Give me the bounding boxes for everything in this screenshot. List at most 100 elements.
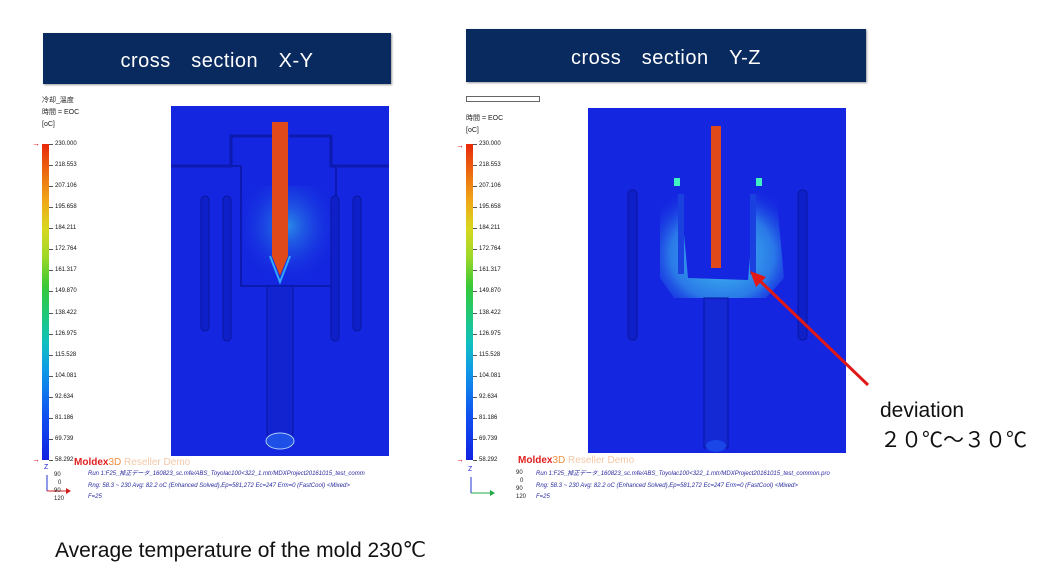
legend-tickmark-right	[473, 354, 477, 356]
footer-run-line-right: Run 1:F25_掉正データ_160823_sc.mfe/ABS_Toyola…	[536, 471, 830, 477]
legend-tick-label: 172.764	[55, 246, 77, 253]
logo-3d: 3D	[108, 457, 122, 468]
temperature-legend-bar-right	[466, 144, 473, 460]
legend-tickmark	[49, 460, 53, 461]
legend-time-label-right: 時間 = EOC	[466, 115, 504, 122]
footer-range-line-right: Rng: 58.3 ~ 230 Avg: 82.2 oC (Enhanced S…	[536, 483, 798, 489]
legend-tickmark-right	[473, 460, 477, 461]
footer-num-4: 120	[54, 496, 65, 502]
legend-max-arrow-icon: →	[32, 139, 40, 148]
moldex-logo-right: Moldex3D Reseller Demo	[518, 455, 634, 466]
legend-tickmark	[49, 249, 53, 251]
logo-text: Moldex	[74, 457, 109, 468]
legend-tickmark-right	[473, 291, 477, 293]
footer-num-2: 0	[58, 480, 62, 486]
legend-tickmark-right	[473, 249, 477, 251]
legend-header-label: 冷却_溫度	[42, 97, 74, 104]
legend-tick-label: 69.739	[55, 435, 74, 442]
legend-tick-label-right: 126.975	[479, 330, 501, 337]
legend-tickmark	[49, 417, 53, 419]
legend-tickmark	[49, 375, 53, 377]
footer-run-line: Run 1:F25_掉正データ_160823_sc.mfe/ABS_Toyola…	[88, 471, 365, 477]
legend-tick-label-right: 184.211	[479, 225, 501, 232]
legend-min-arrow-icon-right: →	[456, 455, 464, 464]
legend-tick-label: 81.186	[55, 414, 74, 421]
footer-num-3-right: 90	[516, 486, 523, 492]
legend-tick-label: 126.975	[55, 330, 77, 337]
footer-num-2-right: 0	[520, 478, 524, 484]
legend-tick-label-right: 69.739	[479, 435, 498, 442]
legend-tick-label-right: 58.292	[479, 457, 498, 463]
legend-tick-label-right: 218.553	[479, 162, 501, 169]
legend-tickmark	[49, 144, 53, 145]
average-temperature-caption: Average temperature of the mold 230℃	[55, 539, 427, 562]
legend-tick-label: 58.292	[55, 457, 74, 463]
legend-tickmark-right	[473, 375, 477, 377]
mold-temperature-plot-xy	[171, 106, 389, 456]
footer-num-1-right: 90	[516, 470, 523, 476]
logo-reseller-right: Reseller Demo	[568, 455, 635, 466]
legend-tick-label-right: 138.422	[479, 309, 501, 316]
logo-text-right: Moldex	[518, 455, 553, 466]
legend-tick-label-right: 172.764	[479, 246, 501, 253]
legend-tickmark	[49, 228, 53, 230]
axis-triad-icon	[46, 475, 71, 494]
legend-tick-label-right: 230.000	[479, 141, 501, 147]
legend-min-arrow-icon: →	[32, 455, 40, 464]
title-cross-section-xy: cross section X-Y	[43, 33, 391, 84]
scale-ruler	[466, 96, 540, 102]
legend-tickmark	[49, 291, 53, 293]
legend-tickmark	[49, 186, 53, 188]
legend-tickmark-right	[473, 417, 477, 419]
legend-tickmark-right	[473, 228, 477, 230]
legend-tick-label-right: 92.634	[479, 393, 498, 400]
deviation-label: deviation	[880, 399, 965, 422]
legend-tickmark-right	[473, 396, 477, 398]
legend-tick-label-right: 115.528	[479, 351, 501, 358]
legend-tickmark	[49, 165, 53, 167]
simulation-panel-yz: 時間 = EOC [oC] → → 230.000 218.553 207.106 1…	[456, 88, 860, 508]
legend-tickmark-right	[473, 207, 477, 209]
legend-tick-label: 149.870	[55, 288, 77, 295]
simulation-panel-xy: 冷却_溫度 時間 = EOC [oC] → → 230.000 218.553 20…	[32, 90, 408, 505]
legend-tickmark-right	[473, 438, 477, 440]
legend-tickmark	[49, 396, 53, 398]
z-axis-label: Z	[44, 464, 49, 471]
legend-tick-label: 138.422	[55, 309, 77, 316]
legend-tick-label-right: 195.658	[479, 204, 501, 211]
legend-tickmark	[49, 333, 53, 335]
footer-num-3: 90	[54, 488, 61, 494]
legend-tickmark-right	[473, 165, 477, 167]
legend-tick-label-right: 207.106	[479, 183, 501, 190]
legend-tickmark	[49, 270, 53, 272]
legend-tickmark	[49, 438, 53, 440]
deviation-arrow-icon	[750, 271, 870, 387]
legend-tickmark-right	[473, 144, 477, 145]
mold-temperature-plot-yz	[588, 108, 846, 453]
logo-reseller: Reseller Demo	[124, 457, 191, 468]
legend-max-arrow-icon-right: →	[456, 141, 464, 150]
legend-tick-label-right: 161.317	[479, 267, 501, 274]
legend-tickmark-right	[473, 270, 477, 272]
footer-range-line: Rng: 58.3 ~ 230 Avg: 82.2 oC (Enhanced S…	[88, 483, 350, 489]
legend-tick-label: 195.658	[55, 204, 77, 211]
legend-tick-label-right: 149.870	[479, 288, 501, 295]
legend-tick-label-right: 81.186	[479, 414, 498, 421]
legend-tick-label: 92.634	[55, 393, 74, 400]
legend-tickmark	[49, 354, 53, 356]
legend-tickmark-right	[473, 333, 477, 335]
deviation-annotation: deviation ２０℃～３０℃	[880, 396, 1027, 456]
moldex-logo: Moldex3D Reseller Demo	[74, 457, 190, 468]
footer-frame-line: F=25	[88, 494, 102, 500]
footer-num-4-right: 120	[516, 494, 527, 500]
footer-frame-line-right: F=25	[536, 494, 550, 500]
footer-num-1: 90	[54, 472, 61, 478]
legend-tickmark-right	[473, 186, 477, 188]
legend-tickmark-right	[473, 312, 477, 314]
temperature-legend-bar	[42, 144, 49, 460]
legend-tick-label: 184.211	[55, 225, 77, 232]
title-cross-section-yz: cross section Y-Z	[466, 29, 866, 82]
legend-time-label: 時間 = EOC	[42, 109, 80, 116]
legend-tick-label: 115.528	[55, 351, 77, 358]
legend-tick-label: 230.000	[55, 141, 77, 147]
